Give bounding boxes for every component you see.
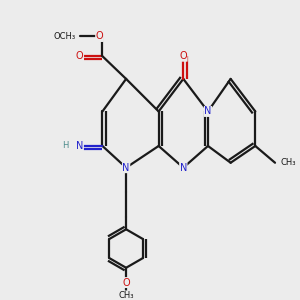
Text: OCH₃: OCH₃: [53, 32, 75, 41]
Text: H: H: [62, 142, 68, 151]
Text: N: N: [180, 163, 187, 173]
Text: N: N: [122, 163, 130, 173]
Text: O: O: [76, 51, 84, 61]
Text: CH₃: CH₃: [281, 158, 296, 167]
Text: N: N: [76, 141, 83, 151]
Text: CH₃: CH₃: [118, 291, 134, 300]
Text: O: O: [179, 51, 187, 61]
Text: N: N: [204, 106, 211, 116]
Text: O: O: [96, 32, 103, 41]
Text: O: O: [122, 278, 130, 288]
